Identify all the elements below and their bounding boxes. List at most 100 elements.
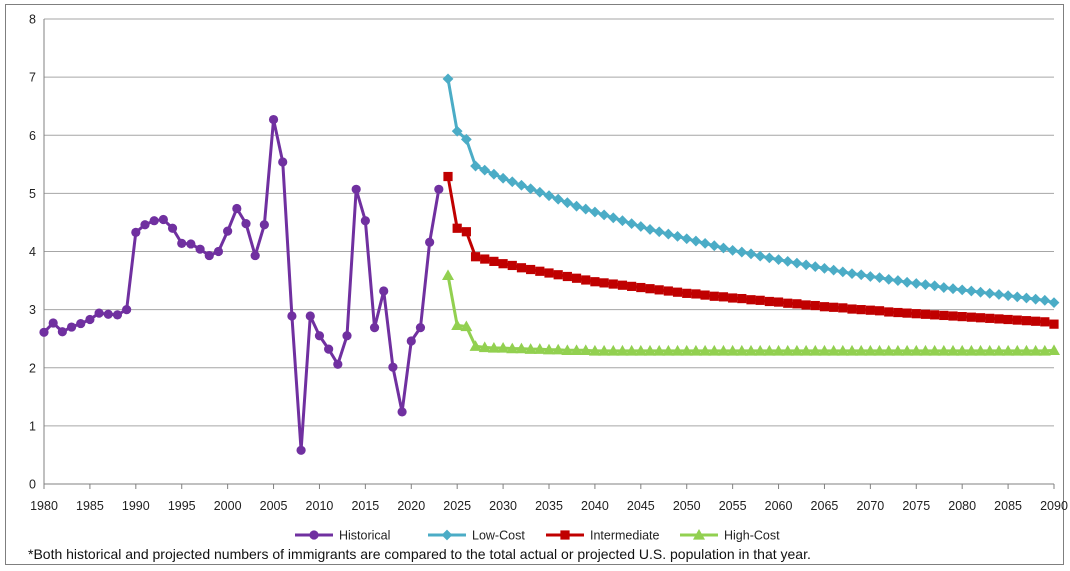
data-point	[1040, 317, 1050, 327]
y-tick-label: 0	[29, 478, 36, 492]
data-point	[690, 235, 702, 247]
data-point	[855, 269, 867, 281]
data-point	[975, 286, 986, 298]
x-tick-label: 2015	[351, 499, 379, 513]
series-low-cost	[442, 73, 1060, 309]
x-tick-label: 1980	[30, 499, 58, 513]
data-point	[158, 214, 168, 225]
data-point	[662, 344, 675, 356]
data-point	[864, 344, 877, 356]
data-point	[755, 295, 765, 305]
data-point	[112, 310, 123, 320]
data-point	[856, 305, 866, 315]
x-tick-label: 2010	[306, 499, 334, 513]
y-tick-label: 3	[29, 303, 36, 317]
data-point	[1003, 314, 1013, 325]
data-point	[919, 344, 932, 356]
data-point	[891, 344, 904, 356]
data-point	[360, 216, 370, 226]
data-point	[497, 172, 509, 184]
data-point	[616, 344, 629, 356]
data-point	[443, 171, 453, 182]
data-point	[939, 310, 949, 321]
data-point	[801, 300, 811, 310]
data-point	[1020, 344, 1033, 356]
data-point	[836, 344, 849, 356]
data-point	[607, 212, 619, 224]
data-point	[553, 270, 563, 280]
data-point	[213, 246, 224, 257]
data-point	[470, 160, 481, 172]
data-point	[479, 164, 491, 176]
data-point	[506, 342, 519, 354]
data-point	[837, 266, 849, 278]
data-point	[708, 240, 720, 252]
data-point	[232, 203, 242, 214]
data-point	[223, 226, 233, 236]
x-tick-label: 2080	[948, 499, 976, 513]
data-point	[627, 281, 637, 291]
data-point	[589, 206, 601, 218]
data-point	[994, 314, 1004, 324]
data-point	[460, 133, 472, 145]
data-point	[818, 344, 831, 356]
data-point	[864, 271, 876, 282]
data-point	[846, 344, 858, 356]
data-point	[598, 209, 610, 221]
data-point	[736, 246, 748, 258]
data-point	[728, 293, 738, 303]
data-point	[507, 260, 517, 271]
data-point	[552, 193, 564, 205]
data-point	[451, 319, 464, 330]
data-point	[103, 309, 113, 319]
data-point	[461, 227, 471, 237]
data-point	[314, 331, 325, 341]
data-point	[1048, 297, 1060, 309]
data-point	[689, 344, 702, 356]
data-point	[452, 223, 462, 233]
data-point	[590, 277, 600, 287]
x-tick-label: 2020	[397, 499, 425, 513]
data-point	[992, 344, 1005, 356]
data-point	[442, 269, 454, 281]
data-point	[653, 344, 666, 356]
data-point	[48, 318, 58, 328]
data-point	[717, 344, 730, 356]
data-point	[910, 278, 922, 289]
data-point	[324, 344, 334, 354]
data-point	[525, 183, 537, 195]
data-point	[718, 242, 729, 254]
data-point	[66, 322, 77, 332]
data-point	[497, 341, 510, 353]
data-point	[544, 268, 554, 278]
legend-label: High-Cost	[724, 529, 780, 543]
data-point	[846, 268, 858, 279]
data-point	[930, 310, 940, 320]
data-point	[782, 255, 794, 267]
legend-marker	[441, 529, 453, 541]
data-point	[838, 303, 848, 313]
data-point	[653, 226, 665, 238]
data-point	[278, 157, 288, 167]
data-point	[874, 306, 885, 316]
data-point	[773, 297, 784, 307]
data-point	[1002, 290, 1014, 302]
data-point	[884, 307, 894, 317]
data-point	[901, 276, 913, 288]
data-point	[644, 224, 656, 235]
data-point	[672, 287, 683, 297]
data-point	[819, 262, 830, 274]
data-point	[1049, 319, 1059, 329]
data-point	[654, 285, 664, 295]
series-historical	[39, 114, 444, 455]
data-point	[561, 197, 573, 209]
series-high-cost	[442, 269, 1060, 356]
data-point	[588, 344, 601, 356]
data-point	[571, 273, 582, 283]
data-point	[1029, 344, 1042, 356]
data-point	[552, 343, 565, 355]
data-point	[167, 223, 178, 233]
data-point	[809, 261, 821, 273]
data-point	[1030, 293, 1042, 305]
x-tick-label: 2040	[581, 499, 609, 513]
